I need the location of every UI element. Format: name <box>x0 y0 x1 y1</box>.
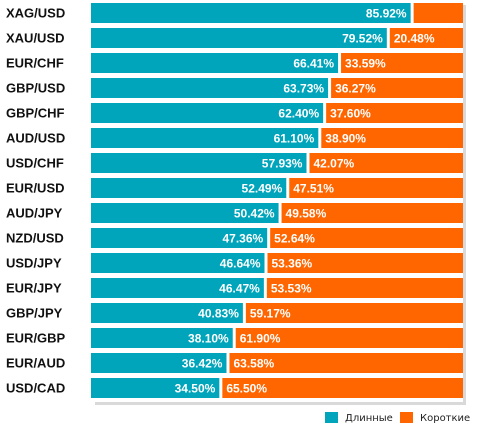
short-bar-usd-cad <box>222 378 463 398</box>
legend-swatch-long <box>325 412 338 423</box>
short-value-label-usd-chf: 42.07% <box>313 157 354 171</box>
long-value-label-gbp-chf: 62.40% <box>278 107 319 121</box>
long-bar-usd-cad <box>91 378 220 398</box>
short-bar-usd-jpy <box>267 253 463 273</box>
long-bar-gbp-jpy <box>91 303 243 323</box>
short-bar-gbp-jpy <box>245 303 463 323</box>
short-bar-gbp-chf <box>326 103 463 123</box>
long-value-label-usd-chf: 57.93% <box>262 157 303 171</box>
short-bar-eur-gbp <box>235 328 463 348</box>
frame-shadow-bottom <box>95 402 466 405</box>
pair-label-xau-usd: XAU/USD <box>6 31 65 46</box>
pair-label-eur-jpy: EUR/JPY <box>6 281 62 296</box>
short-value-label-eur-aud: 63.58% <box>233 357 274 371</box>
pair-label-aud-jpy: AUD/JPY <box>6 206 63 221</box>
long-value-label-eur-usd: 52.49% <box>242 182 283 196</box>
pair-label-eur-chf: EUR/CHF <box>6 56 64 71</box>
short-bar-nzd-usd <box>270 228 463 248</box>
long-bar-aud-usd <box>91 128 319 148</box>
long-bar-xau-usd <box>91 28 387 48</box>
pair-label-gbp-chf: GBP/CHF <box>6 106 65 121</box>
short-value-label-eur-usd: 47.51% <box>293 182 334 196</box>
long-value-label-usd-cad: 34.50% <box>175 382 216 396</box>
short-bar-eur-jpy <box>266 278 463 298</box>
long-bar-eur-usd <box>91 178 287 198</box>
long-bar-aud-jpy <box>91 203 279 223</box>
short-value-label-aud-jpy: 49.58% <box>286 207 327 221</box>
long-bar-eur-aud <box>91 353 227 373</box>
long-bar-xag-usd <box>91 3 411 23</box>
short-bar-aud-usd <box>321 128 463 148</box>
short-value-label-gbp-jpy: 59.17% <box>250 307 291 321</box>
long-value-label-usd-jpy: 46.64% <box>220 257 261 271</box>
short-value-label-gbp-usd: 36.27% <box>335 82 376 96</box>
short-bar-gbp-usd <box>331 78 463 98</box>
long-value-label-nzd-usd: 47.36% <box>222 232 263 246</box>
pair-label-gbp-usd: GBP/USD <box>6 81 65 96</box>
short-bar-eur-aud <box>229 353 463 373</box>
pair-label-eur-aud: EUR/AUD <box>6 356 65 371</box>
long-value-label-gbp-usd: 63.73% <box>283 82 324 96</box>
pair-label-usd-cad: USD/CAD <box>6 381 65 396</box>
long-value-label-eur-chf: 66.41% <box>293 57 334 71</box>
long-value-label-eur-aud: 36.42% <box>182 357 223 371</box>
short-bar-usd-chf <box>309 153 463 173</box>
long-bar-gbp-chf <box>91 103 324 123</box>
long-bar-eur-gbp <box>91 328 233 348</box>
long-value-label-gbp-jpy: 40.83% <box>198 307 239 321</box>
pair-label-xag-usd: XAG/USD <box>6 6 65 21</box>
pair-label-usd-jpy: USD/JPY <box>6 256 62 271</box>
long-bar-nzd-usd <box>91 228 268 248</box>
legend-swatch-short <box>400 412 413 423</box>
short-value-label-eur-chf: 33.59% <box>345 57 386 71</box>
long-bar-usd-jpy <box>91 253 265 273</box>
short-value-label-aud-usd: 38.90% <box>325 132 366 146</box>
short-value-label-nzd-usd: 52.64% <box>274 232 315 246</box>
pair-label-aud-usd: AUD/USD <box>6 131 65 146</box>
pair-label-gbp-jpy: GBP/JPY <box>6 306 63 321</box>
short-bar-eur-usd <box>289 178 463 198</box>
long-bar-eur-jpy <box>91 278 264 298</box>
long-value-label-xag-usd: 85.92% <box>366 7 407 21</box>
short-bar-aud-jpy <box>281 203 463 223</box>
pair-label-usd-chf: USD/CHF <box>6 156 64 171</box>
short-value-label-gbp-chf: 37.60% <box>330 107 371 121</box>
long-value-label-aud-jpy: 50.42% <box>234 207 275 221</box>
long-value-label-eur-gbp: 38.10% <box>188 332 229 346</box>
frame-shadow-right <box>463 5 466 405</box>
long-bar-usd-chf <box>91 153 307 173</box>
pair-label-eur-usd: EUR/USD <box>6 181 65 196</box>
short-value-label-usd-jpy: 53.36% <box>272 257 313 271</box>
long-value-label-xau-usd: 79.52% <box>342 32 383 46</box>
short-value-label-eur-gbp: 61.90% <box>240 332 281 346</box>
pair-label-nzd-usd: NZD/USD <box>6 231 64 246</box>
long-bar-gbp-usd <box>91 78 329 98</box>
short-value-label-xau-usd: 20.48% <box>394 32 435 46</box>
short-bar-xag-usd <box>413 3 463 23</box>
long-bar-eur-chf <box>91 53 339 73</box>
short-bar-xau-usd <box>389 28 463 48</box>
long-value-label-eur-jpy: 46.47% <box>219 282 260 296</box>
long-value-label-aud-usd: 61.10% <box>274 132 315 146</box>
short-value-label-usd-cad: 65.50% <box>226 382 267 396</box>
legend-label-long: Длинные <box>345 413 393 424</box>
short-bar-eur-chf <box>341 53 463 73</box>
pair-label-eur-gbp: EUR/GBP <box>6 331 66 346</box>
legend-label-short: Короткие <box>420 413 470 424</box>
short-value-label-eur-jpy: 53.53% <box>271 282 312 296</box>
